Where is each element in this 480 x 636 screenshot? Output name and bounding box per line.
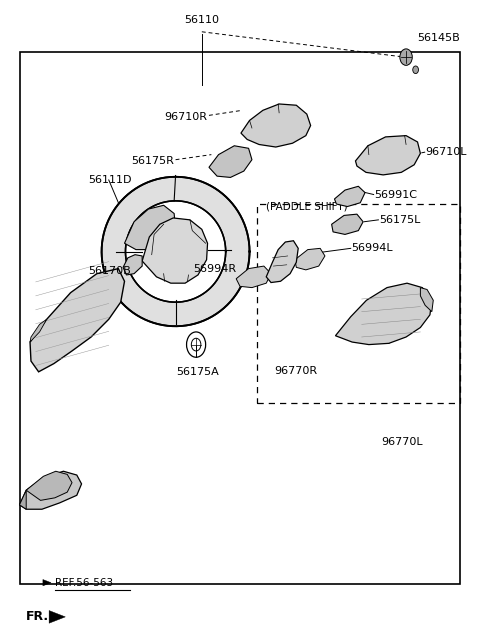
Polygon shape [125, 201, 226, 302]
Polygon shape [295, 248, 325, 270]
Polygon shape [43, 579, 51, 586]
Text: 56175R: 56175R [131, 156, 174, 166]
Text: 96710R: 96710R [165, 112, 207, 121]
Polygon shape [20, 490, 26, 509]
Text: REF.56-563: REF.56-563 [55, 577, 113, 588]
Text: 56110: 56110 [184, 15, 219, 25]
Text: 96710L: 96710L [425, 147, 467, 157]
Polygon shape [336, 283, 432, 345]
Polygon shape [241, 104, 311, 147]
Polygon shape [209, 146, 252, 177]
Polygon shape [332, 214, 363, 235]
Text: 56170B: 56170B [88, 265, 131, 275]
Polygon shape [236, 266, 271, 287]
Polygon shape [266, 241, 298, 282]
Polygon shape [356, 135, 420, 175]
Text: 56111D: 56111D [88, 175, 132, 185]
Polygon shape [335, 186, 365, 207]
Circle shape [400, 49, 412, 66]
Text: (PADDLE SHIFT): (PADDLE SHIFT) [266, 202, 348, 212]
Text: FR.: FR. [26, 611, 49, 623]
Text: 56994R: 56994R [193, 263, 236, 273]
Text: 56994L: 56994L [351, 244, 392, 253]
Polygon shape [49, 611, 65, 623]
Polygon shape [20, 471, 82, 509]
Polygon shape [124, 205, 176, 249]
Text: 96770R: 96770R [275, 366, 317, 377]
Text: 56991C: 56991C [374, 190, 418, 200]
Polygon shape [123, 254, 142, 275]
Text: 56145B: 56145B [418, 33, 460, 43]
Polygon shape [26, 471, 72, 501]
Text: 56175L: 56175L [379, 215, 421, 225]
Bar [21, 52, 459, 584]
Circle shape [413, 66, 419, 74]
Polygon shape [30, 319, 47, 342]
Text: 56175A: 56175A [177, 368, 219, 377]
Bar [257, 204, 459, 403]
Polygon shape [30, 268, 124, 372]
Polygon shape [142, 218, 207, 283]
Text: 96770L: 96770L [381, 437, 422, 447]
Polygon shape [102, 177, 250, 326]
Polygon shape [420, 287, 433, 312]
